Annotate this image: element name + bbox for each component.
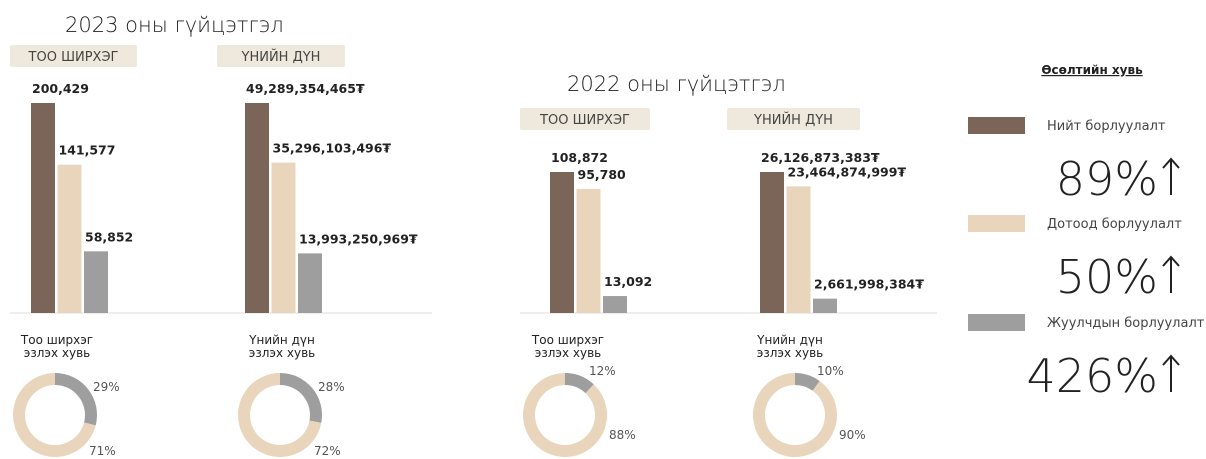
pie-label: 90% <box>839 428 866 442</box>
pill-label: ТОО ШИРХЭГ <box>539 113 630 128</box>
pie-label: 72% <box>314 444 341 458</box>
legend-swatch <box>968 215 1025 232</box>
value-label: 95,780 <box>578 167 627 182</box>
value-label: 108,872 <box>551 150 608 165</box>
value-label: 141,577 <box>59 143 116 158</box>
bar <box>603 296 627 313</box>
pie-slice <box>523 373 607 458</box>
pill-label: ТОО ШИРХЭГ <box>28 50 119 65</box>
legend-swatch <box>968 314 1025 331</box>
bar <box>760 172 784 313</box>
section-title: 2022 оны гүйцэтгэл <box>567 72 786 96</box>
growth-arrow <box>1162 354 1180 392</box>
growth-value: 50% <box>1056 250 1158 304</box>
pie-slice <box>752 373 837 457</box>
bar <box>298 253 322 313</box>
legend-swatch <box>968 117 1025 134</box>
section-title: 2023 оны гүйцэтгэл <box>65 13 284 37</box>
legend-label: Жуулчдын борлуулалт <box>1047 316 1205 331</box>
value-label: 2,661,998,384₮ <box>814 277 924 292</box>
pill <box>727 108 860 130</box>
pie-label: 29% <box>93 380 120 394</box>
pie-title-box: Үнийн дүн эзлэх хувь <box>248 334 316 360</box>
value-label: 26,126,873,383₮ <box>761 150 880 165</box>
pill-label: ҮНИЙН ДҮН <box>241 49 321 65</box>
pill <box>10 45 137 67</box>
pie-title-box: Тоо ширхэг эзлэх хувь <box>531 334 605 360</box>
pill-label: ҮНИЙН ДҮН <box>753 112 833 128</box>
bar <box>576 188 601 313</box>
value-label: 13,092 <box>604 274 652 289</box>
legend-label: Нийт борлуулалт <box>1047 119 1166 134</box>
pie-label: 10% <box>817 364 844 378</box>
bar <box>57 164 82 313</box>
value-label: 23,464,874,999₮ <box>788 164 907 179</box>
value-label: 35,296,103,496₮ <box>273 141 392 156</box>
pie-title: Үнийн дүн эзлэх хувь <box>248 334 316 360</box>
bar <box>550 172 574 313</box>
pie-title: Тоо ширхэг эзлэх хувь <box>531 334 605 360</box>
pie-title: Үнийн дүн эзлэх хувь <box>756 334 824 360</box>
value-label: 58,852 <box>85 229 133 244</box>
pie-label: 28% <box>318 380 345 394</box>
pie-title: Тоо ширхэг эзлэх хувь <box>20 334 94 360</box>
pie-title-box: Үнийн дүн эзлэх хувь <box>756 334 824 360</box>
bar <box>786 186 811 313</box>
bar <box>84 251 108 313</box>
bar <box>813 298 837 313</box>
growth-value: 426% <box>1026 349 1158 403</box>
growth-arrow <box>1162 157 1180 195</box>
pie-label: 88% <box>609 428 636 442</box>
legend-title: Өсөлтийн хувь <box>1041 63 1143 77</box>
pie-slice <box>795 373 820 391</box>
pill <box>217 45 345 67</box>
pie-label: 71% <box>89 444 116 458</box>
pie-label: 12% <box>589 364 616 378</box>
pill <box>520 108 650 130</box>
growth-arrow <box>1162 255 1180 293</box>
pie-slice <box>565 373 594 394</box>
value-label: 200,429 <box>32 81 89 96</box>
bar <box>271 162 296 313</box>
bar <box>31 103 55 313</box>
pie-slice <box>55 373 97 426</box>
pie-slice <box>280 373 322 423</box>
bar <box>245 103 269 313</box>
pie-title-box: Тоо ширхэг эзлэх хувь <box>20 334 94 360</box>
legend-label: Дотоод борлуулалт <box>1047 217 1182 232</box>
value-label: 49,289,354,465₮ <box>246 81 365 96</box>
growth-value: 89% <box>1056 152 1158 206</box>
value-label: 13,993,250,969₮ <box>299 231 418 246</box>
